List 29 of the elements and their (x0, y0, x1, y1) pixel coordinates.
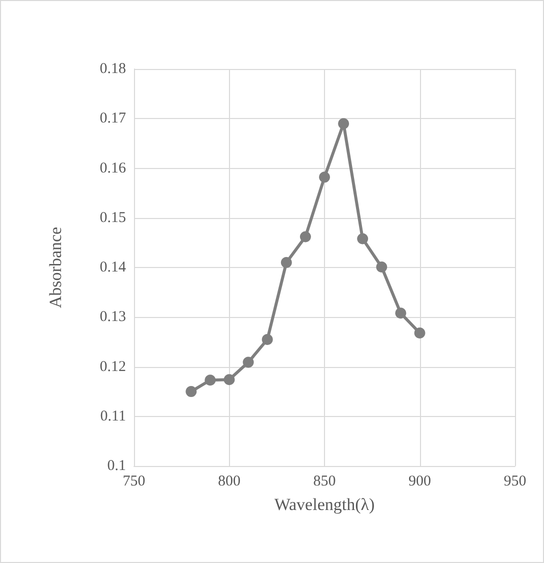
x-tick-label: 750 (122, 474, 146, 490)
x-tick-label: 800 (218, 474, 240, 490)
point (280, 257, 292, 268)
x-tick-label: 950 (504, 474, 526, 490)
point (262, 334, 273, 345)
y-tick-label: 0.17 (100, 110, 126, 127)
point (300, 231, 311, 242)
y-axis-title: Absorbance (46, 226, 65, 308)
point (204, 374, 216, 386)
point (414, 328, 426, 338)
y-tick-label: 0.13 (100, 309, 126, 326)
point (395, 308, 406, 319)
y-tick-label: 0.1 (107, 458, 126, 474)
y-tick-label: 0.12 (100, 358, 126, 375)
y-tick-label: 0.16 (100, 160, 126, 176)
x-tick-label: 900 (408, 474, 431, 490)
point (357, 233, 368, 244)
point (186, 386, 197, 398)
y-tick-label: 0.15 (100, 210, 126, 226)
x-tick-label: 850 (313, 474, 336, 490)
point (242, 356, 254, 368)
x-axis-title: Wavelength(λ) (274, 495, 375, 514)
point (338, 118, 350, 130)
y-tick-label: 0.11 (100, 408, 126, 424)
y-tick-label: 0.18 (100, 61, 126, 77)
y-tick-label: 0.14 (100, 260, 126, 276)
point (319, 172, 330, 183)
point (224, 374, 235, 386)
point (376, 262, 388, 272)
